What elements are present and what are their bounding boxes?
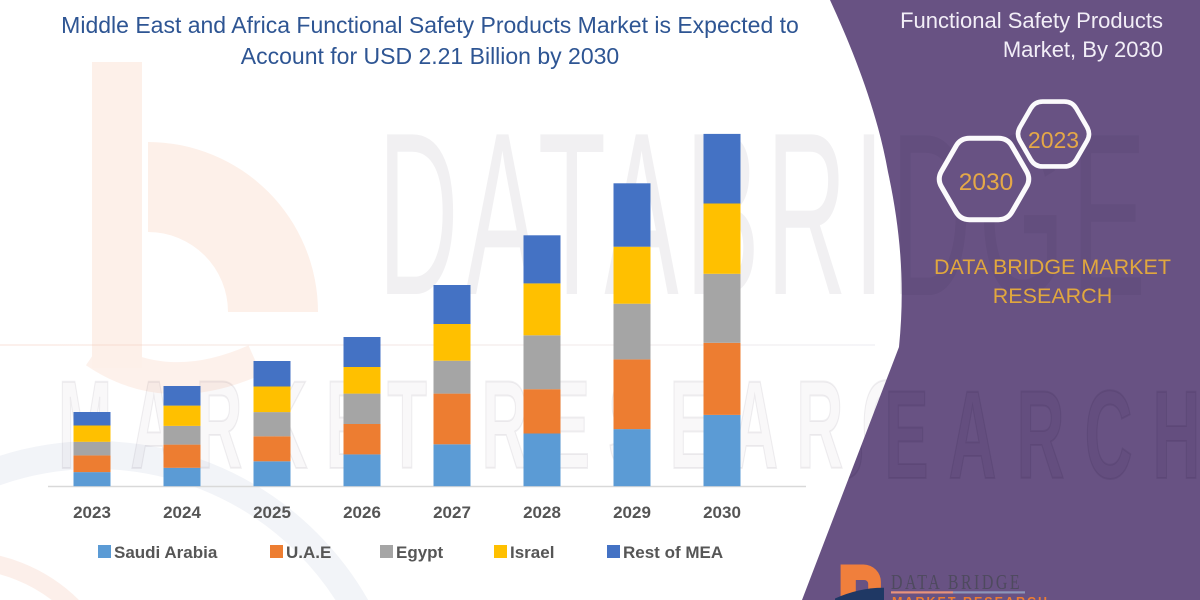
svg-text:2029: 2029 <box>613 503 651 522</box>
svg-text:2023: 2023 <box>1028 127 1079 153</box>
svg-text:MARKET RESEARCH: MARKET RESEARCH <box>892 595 1049 600</box>
svg-text:MARKET RESEARCH: MARKET RESEARCH <box>58 360 992 490</box>
svg-text:2030: 2030 <box>959 169 1014 196</box>
svg-text:Rest of MEA: Rest of MEA <box>623 543 723 562</box>
svg-text:Israel: Israel <box>510 543 554 562</box>
svg-text:2026: 2026 <box>343 503 381 522</box>
svg-text:2023: 2023 <box>73 503 111 522</box>
svg-text:U.A.E: U.A.E <box>286 543 331 562</box>
svg-text:DATA BRIDGE: DATA BRIDGE <box>891 571 1022 595</box>
svg-text:2030: 2030 <box>703 503 741 522</box>
svg-text:2027: 2027 <box>433 503 471 522</box>
svg-text:2024: 2024 <box>163 503 201 522</box>
svg-text:2028: 2028 <box>523 503 561 522</box>
svg-text:2025: 2025 <box>253 503 291 522</box>
svg-text:Saudi Arabia: Saudi Arabia <box>114 543 218 562</box>
svg-text:SEARCH: SEARCH <box>820 366 1200 506</box>
svg-text:Egypt: Egypt <box>396 543 444 562</box>
